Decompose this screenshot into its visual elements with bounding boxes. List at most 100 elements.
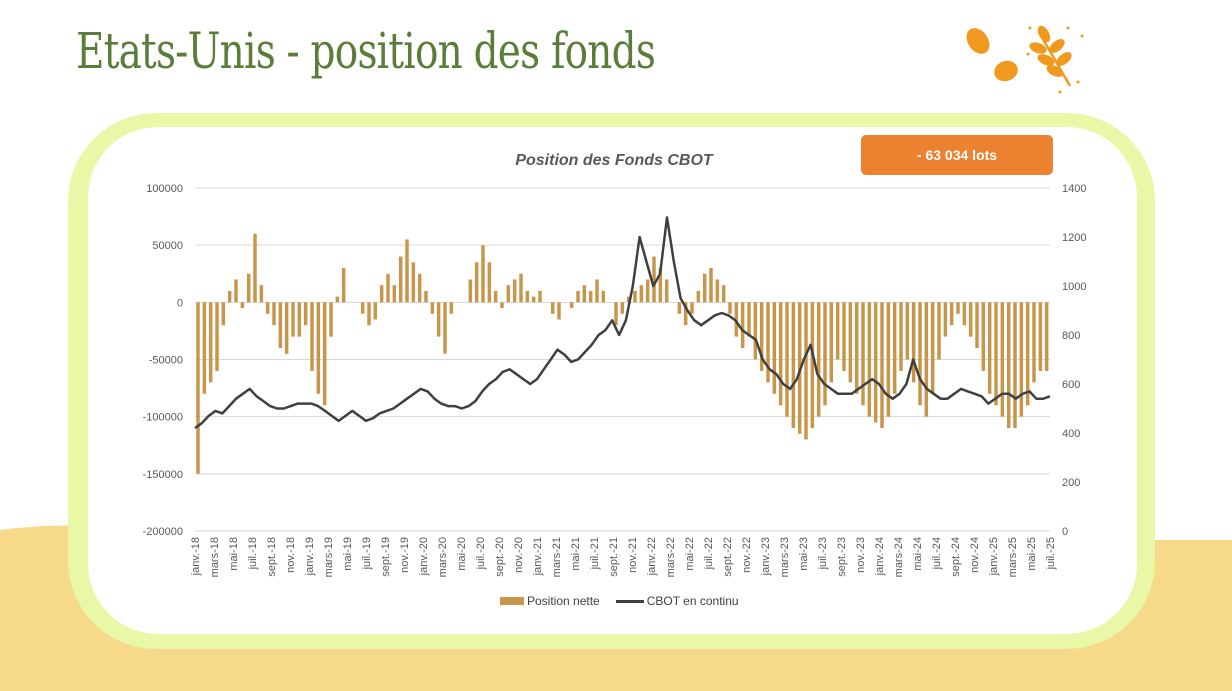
y-left-tick-label: -50000 xyxy=(149,355,183,367)
bar-position-nette xyxy=(303,302,308,326)
bar-position-nette xyxy=(867,302,872,417)
bar-position-nette xyxy=(234,279,238,303)
bar-position-nette xyxy=(1025,302,1030,406)
bar-position-nette xyxy=(633,290,637,303)
bar-position-nette xyxy=(202,302,207,394)
x-tick-label: juil.-18 xyxy=(247,537,259,570)
bar-position-nette xyxy=(569,302,574,309)
y-right-tick-label: 1200 xyxy=(1062,232,1086,244)
x-tick-label: juil.-24 xyxy=(931,537,943,570)
x-tick-label: mars-22 xyxy=(665,537,677,577)
x-tick-label: mai-24 xyxy=(912,537,924,571)
x-tick-label: juil.-21 xyxy=(589,537,601,570)
y-right-tick-label: 0 xyxy=(1062,526,1068,538)
bar-position-nette xyxy=(481,245,485,303)
bar-position-nette xyxy=(968,302,973,337)
bar-position-nette xyxy=(392,285,397,303)
bar-position-nette xyxy=(696,290,701,303)
bar-position-nette xyxy=(316,302,321,394)
bar-position-nette xyxy=(721,285,726,303)
bar-position-nette xyxy=(835,302,840,360)
bar-position-nette xyxy=(221,302,226,326)
bar-position-nette xyxy=(538,290,542,303)
x-tick-label: mai-23 xyxy=(798,537,810,571)
bar-position-nette xyxy=(1000,302,1005,417)
chart-legend: Position nette CBOT en continu xyxy=(500,594,739,608)
y-right-tick-label: 600 xyxy=(1062,379,1080,391)
x-tick-label: mai-21 xyxy=(570,537,582,571)
y-left-tick-label: 50000 xyxy=(152,240,183,252)
bar-position-nette xyxy=(272,302,276,326)
bar-position-nette xyxy=(702,273,707,303)
bar-position-nette xyxy=(949,302,954,326)
bar-position-nette xyxy=(443,302,447,354)
bar-position-nette xyxy=(474,262,479,303)
bar-position-nette xyxy=(677,302,682,314)
bar-position-nette xyxy=(253,233,257,303)
legend-bar-swatch xyxy=(500,597,524,605)
bar-position-nette xyxy=(265,302,270,314)
bar-position-nette xyxy=(854,302,859,394)
bar-position-nette xyxy=(601,290,606,303)
line-cbot-en-continu xyxy=(194,216,1051,430)
bar-position-nette xyxy=(595,279,599,303)
bar-position-nette xyxy=(430,302,435,314)
bar-position-nette xyxy=(215,302,219,371)
y-right-tick-label: 400 xyxy=(1062,428,1080,440)
bar-position-nette xyxy=(937,302,941,360)
bar-position-nette xyxy=(778,302,783,406)
y-right-tick-label: 200 xyxy=(1062,477,1080,489)
bar-position-nette xyxy=(728,302,732,314)
x-tick-label: janv.-24 xyxy=(874,537,886,576)
x-tick-label: mai-25 xyxy=(1026,537,1038,571)
bar-position-nette xyxy=(690,302,694,314)
bar-position-nette xyxy=(417,273,422,303)
bar-position-nette xyxy=(398,256,403,303)
chart-card xyxy=(88,127,1137,634)
bar-position-nette xyxy=(386,273,390,303)
bar-position-nette xyxy=(791,302,796,429)
bar-position-nette xyxy=(715,279,720,303)
bar-position-nette xyxy=(848,302,853,383)
bar-position-nette xyxy=(500,302,504,309)
bar-position-nette xyxy=(652,256,656,303)
bar-position-nette xyxy=(880,302,884,429)
x-tick-label: juil.-25 xyxy=(1045,537,1057,570)
bar-position-nette xyxy=(785,302,789,417)
y-left-tick-label: -150000 xyxy=(143,469,183,481)
bar-position-nette xyxy=(639,285,644,303)
bar-position-nette xyxy=(1044,302,1049,371)
bar-position-nette xyxy=(310,302,314,371)
bar-position-nette xyxy=(246,273,251,303)
x-tick-label: sept.-24 xyxy=(950,537,962,577)
bar-position-nette xyxy=(531,296,536,303)
y-left-tick-label: -200000 xyxy=(143,526,183,538)
bar-position-nette xyxy=(930,302,935,394)
bar-position-nette xyxy=(842,302,846,371)
x-tick-label: janv.-19 xyxy=(304,537,316,576)
x-tick-label: mars-24 xyxy=(893,537,905,577)
bar-position-nette xyxy=(994,302,998,406)
x-tick-label: sept.-22 xyxy=(722,537,734,577)
bar-position-nette xyxy=(512,279,517,303)
bar-position-nette xyxy=(297,302,302,337)
bar-position-nette xyxy=(975,302,979,349)
x-tick-label: nov.-20 xyxy=(513,537,525,573)
bar-position-nette xyxy=(240,302,245,309)
x-tick-label: mars-23 xyxy=(779,537,791,577)
bar-position-nette xyxy=(291,302,295,337)
bar-position-nette xyxy=(519,273,523,303)
legend-line-label: CBOT en continu xyxy=(646,594,739,608)
y-right-tick-label: 1400 xyxy=(1062,183,1086,195)
bar-position-nette xyxy=(658,268,663,303)
wheat-leaves-icon xyxy=(966,25,1084,94)
bar-position-nette xyxy=(379,285,384,303)
bar-position-nette xyxy=(227,290,232,303)
y-left-tick-label: 100000 xyxy=(146,183,183,195)
bar-position-nette xyxy=(449,302,454,314)
x-tick-label: juil.-23 xyxy=(817,537,829,570)
x-tick-label: sept.-18 xyxy=(266,537,278,577)
bar-position-nette xyxy=(525,290,530,303)
page-title: Etats-Unis - position des fonds xyxy=(76,22,656,80)
